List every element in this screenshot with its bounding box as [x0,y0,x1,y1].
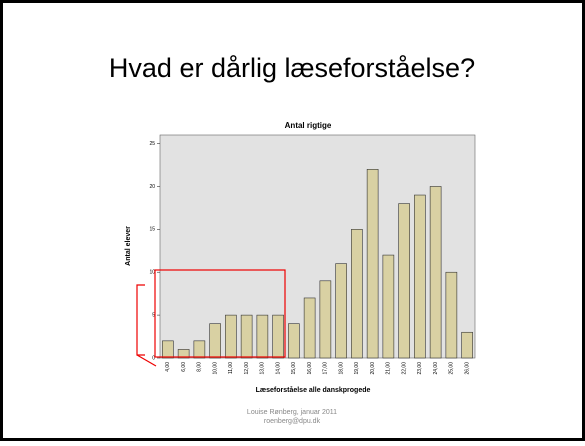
x-tick-label: 4,00 [165,362,171,372]
bar [351,229,363,359]
bar [398,203,410,359]
chart-title: Antal rigtige [285,121,332,130]
bar [303,297,316,359]
y-axis-label: Antal elever [125,226,132,266]
bar [429,186,442,359]
x-tick-label: 8,00 [197,362,203,372]
x-tick-label: 11,00 [228,362,234,374]
bar [445,271,458,359]
bar [193,340,206,359]
x-tick-label: 23,00 [417,362,423,375]
x-tick-label: 19,00 [354,362,360,375]
bar [256,314,269,359]
bar [366,169,379,359]
x-tick-label: 22,00 [401,362,407,375]
x-tick-label: 20,00 [370,362,376,375]
bar [382,254,395,359]
x-tick-label: 12,00 [244,362,250,375]
bar [162,340,174,359]
x-tick-label: 24,00 [433,362,439,375]
x-tick-label: 6,00 [181,362,187,372]
x-tick-label: 25,00 [449,362,455,375]
footer-email: roenberg@dpu.dk [264,418,321,425]
bar [319,280,332,359]
bar [335,263,347,359]
y-tick-label: 15 [149,227,155,233]
marks: 0 5 10 15 20 25 4,00 6,00 8,00 10,00 11,00 12,00 13,… [149,141,473,375]
x-tick-label: 18,00 [338,362,344,375]
x-tick-label: 16,00 [307,362,313,375]
bar [177,349,190,359]
x-tick-label: 15,00 [291,362,297,375]
bar [461,331,473,359]
bar [414,194,426,359]
x-tick-label: 26,00 [464,362,470,375]
y-tick-label: 20 [149,184,155,190]
x-tick-label: 14,00 [275,362,281,375]
bar [240,314,253,359]
y-tick-label: 10 [149,270,155,276]
highlight-box [154,269,286,358]
y-tick-label: 0 [152,355,155,361]
x-tick-label: 10,00 [212,362,218,375]
bar [288,323,300,359]
slide-title: Hvad er dårlig læseforståelse? [109,53,475,83]
plot-area [159,134,476,359]
x-tick-label: 13,00 [260,362,266,375]
x-tick-label: 17,00 [323,362,329,375]
bar [209,323,221,359]
bar [225,314,237,359]
footer-author: Louise Rønberg, januar 2011 [247,409,337,416]
x-axis-label: Læseforståelse alle danskprogede [256,386,371,394]
y-tick-label: 25 [149,141,155,147]
x-tick-label: 21,00 [386,362,392,375]
bar [272,314,284,359]
highlight-bracket [136,284,157,367]
y-tick-label: 5 [152,312,155,318]
